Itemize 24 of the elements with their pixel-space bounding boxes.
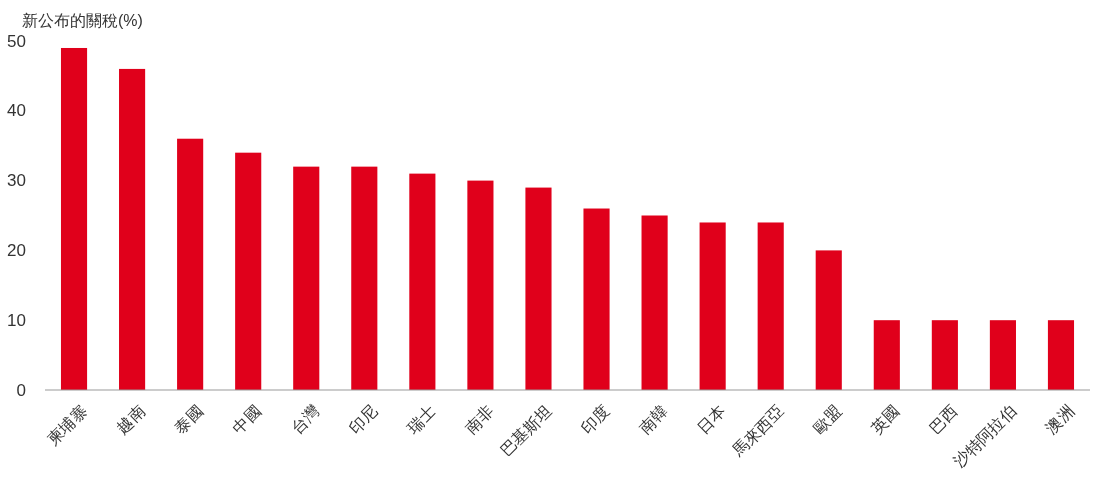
x-tick-label: 英國: [868, 402, 903, 437]
x-tick-label: 越南: [113, 402, 149, 437]
x-tick-label: 台灣: [287, 402, 323, 437]
x-tick-label: 澳洲: [1042, 402, 1078, 437]
y-tick-label: 0: [16, 380, 26, 400]
y-tick-label: 50: [7, 31, 26, 51]
x-tick-label: 泰國: [171, 402, 207, 437]
y-tick-label: 40: [7, 101, 26, 121]
x-tick-label: 印度: [577, 402, 613, 437]
x-tick-label: 日本: [694, 402, 729, 437]
x-tick-label: 印尼: [345, 402, 381, 437]
x-tick-label: 柬埔寨: [44, 402, 91, 448]
y-tick-label: 20: [7, 240, 26, 260]
x-tick-label: 歐盟: [810, 402, 845, 437]
x-tick-label: 中國: [229, 402, 265, 437]
y-axis-title: 新公布的關稅(%): [22, 11, 143, 29]
y-tick-label: 10: [7, 310, 26, 330]
x-tick-label: 南非: [461, 402, 497, 437]
x-tick-label: 巴西: [926, 402, 961, 437]
x-tick-label: 南韓: [635, 402, 671, 437]
x-tick-label: 馬來西亞: [728, 402, 787, 461]
x-tick-label: 巴基斯坦: [497, 402, 555, 460]
y-tick-label: 30: [7, 171, 26, 191]
x-tick-label: 瑞士: [403, 402, 439, 437]
